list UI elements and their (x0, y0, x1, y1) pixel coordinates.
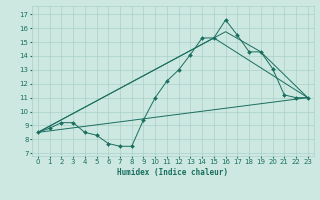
X-axis label: Humidex (Indice chaleur): Humidex (Indice chaleur) (117, 168, 228, 177)
